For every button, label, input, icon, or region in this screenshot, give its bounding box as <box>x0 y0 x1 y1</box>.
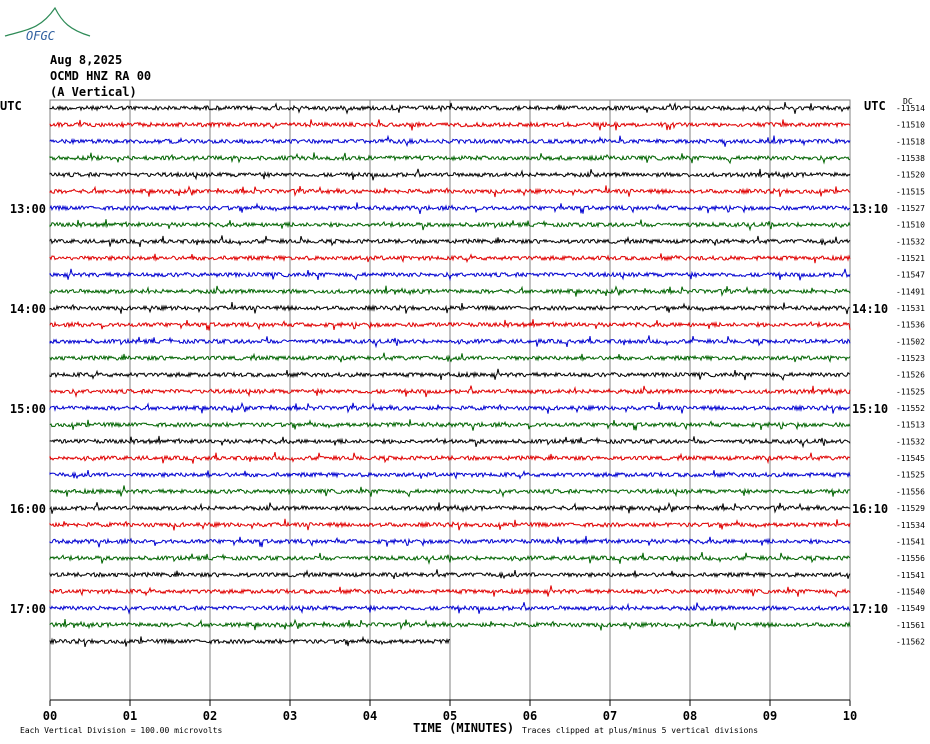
trace <box>49 185 851 198</box>
dc-offset: -11541 <box>896 571 925 580</box>
trace <box>49 253 851 264</box>
dc-offset: -11549 <box>896 604 925 613</box>
dc-offset: -11491 <box>896 287 925 296</box>
trace <box>49 101 851 115</box>
x-axis-label: TIME (MINUTES) <box>413 721 514 735</box>
left-hour-label: 15:00 <box>10 402 46 416</box>
trace <box>49 268 851 282</box>
dc-offset: -11545 <box>896 454 925 463</box>
trace <box>49 451 851 465</box>
trace <box>49 485 851 499</box>
trace <box>49 551 851 565</box>
trace <box>49 134 851 148</box>
trace <box>49 285 851 297</box>
dc-offset: -11534 <box>896 521 925 530</box>
dc-offset: -11540 <box>896 587 925 596</box>
trace <box>49 202 851 215</box>
left-hour-label: 16:00 <box>10 502 46 516</box>
right-hour-label: 17:10 <box>852 602 888 616</box>
dc-offset: -11521 <box>896 254 925 263</box>
dc-header: DC <box>903 97 913 106</box>
dc-offset: -11525 <box>896 387 925 396</box>
trace <box>49 518 851 531</box>
trace <box>49 335 851 349</box>
x-tick-label: 00 <box>43 709 57 723</box>
trace <box>49 168 851 181</box>
dc-offset: -11520 <box>896 171 925 180</box>
x-tick-label: 05 <box>443 709 457 723</box>
x-tick-label: 06 <box>523 709 537 723</box>
x-tick-label: 10 <box>843 709 857 723</box>
trace <box>49 435 851 449</box>
x-tick-label: 08 <box>683 709 697 723</box>
x-tick-label: 03 <box>283 709 297 723</box>
trace <box>49 469 851 480</box>
dc-offset: -11525 <box>896 471 925 480</box>
dc-offset: -11531 <box>896 304 925 313</box>
dc-offset: -11556 <box>896 554 925 563</box>
x-tick-label: 01 <box>123 709 137 723</box>
trace <box>49 401 851 414</box>
dc-offset: -11529 <box>896 504 925 513</box>
left-utc: UTC <box>0 99 22 113</box>
x-tick-label: 02 <box>203 709 217 723</box>
clip-note: Traces clipped at plus/minus 5 vertical … <box>522 726 758 735</box>
dc-offset: -11526 <box>896 371 925 380</box>
trace <box>49 235 851 248</box>
right-hour-label: 14:10 <box>852 302 888 316</box>
trace <box>49 618 851 631</box>
left-hour-label: 14:00 <box>10 302 46 316</box>
dc-offset: -11523 <box>896 354 925 363</box>
right-hour-label: 15:10 <box>852 402 888 416</box>
dc-offset: -11527 <box>896 204 925 213</box>
component: (A Vertical) <box>50 85 137 99</box>
right-hour-label: 16:10 <box>852 502 888 516</box>
left-hour-label: 13:00 <box>10 202 46 216</box>
dc-offset: -11536 <box>896 321 925 330</box>
date: Aug 8,2025 <box>50 53 122 67</box>
dc-offset: -11538 <box>896 154 925 163</box>
dc-offset: -11541 <box>896 537 925 546</box>
left-hour-label: 17:00 <box>10 602 46 616</box>
trace <box>49 119 851 131</box>
trace <box>49 635 450 648</box>
station: OCMD HNZ RA 00 <box>50 69 151 83</box>
right-utc: UTC <box>864 99 886 113</box>
trace <box>49 152 851 165</box>
trace <box>49 569 851 580</box>
trace <box>49 352 851 364</box>
trace <box>49 585 851 598</box>
dc-offset: -11562 <box>896 637 925 646</box>
dc-offset: -11518 <box>896 137 925 146</box>
x-tick-label: 09 <box>763 709 777 723</box>
trace <box>49 602 851 615</box>
x-tick-label: 07 <box>603 709 617 723</box>
trace <box>49 319 851 331</box>
dc-offset: -11502 <box>896 337 925 346</box>
trace <box>49 419 851 431</box>
dc-offset: -11556 <box>896 487 925 496</box>
x-tick-label: 04 <box>363 709 377 723</box>
dc-offset: -11513 <box>896 421 925 430</box>
trace <box>49 219 851 232</box>
dc-offset: -11532 <box>896 437 925 446</box>
trace <box>49 368 851 381</box>
dc-offset: -11547 <box>896 271 925 280</box>
dc-offset: -11510 <box>896 121 925 130</box>
dc-offset: -11552 <box>896 404 925 413</box>
logo-mark <box>4 6 91 37</box>
right-hour-label: 13:10 <box>852 202 888 216</box>
trace <box>49 535 851 548</box>
scale-note: Each Vertical Division = 100.00 microvol… <box>20 726 222 735</box>
dc-offset: -11561 <box>896 621 925 630</box>
dc-offset: -11510 <box>896 221 925 230</box>
dc-offset: -11532 <box>896 237 925 246</box>
dc-offset: -11515 <box>896 187 925 196</box>
trace <box>49 501 851 514</box>
dc-offset: -11514 <box>896 104 925 113</box>
logo-text: OFGC <box>26 29 56 43</box>
trace <box>49 385 851 399</box>
trace <box>49 302 851 315</box>
